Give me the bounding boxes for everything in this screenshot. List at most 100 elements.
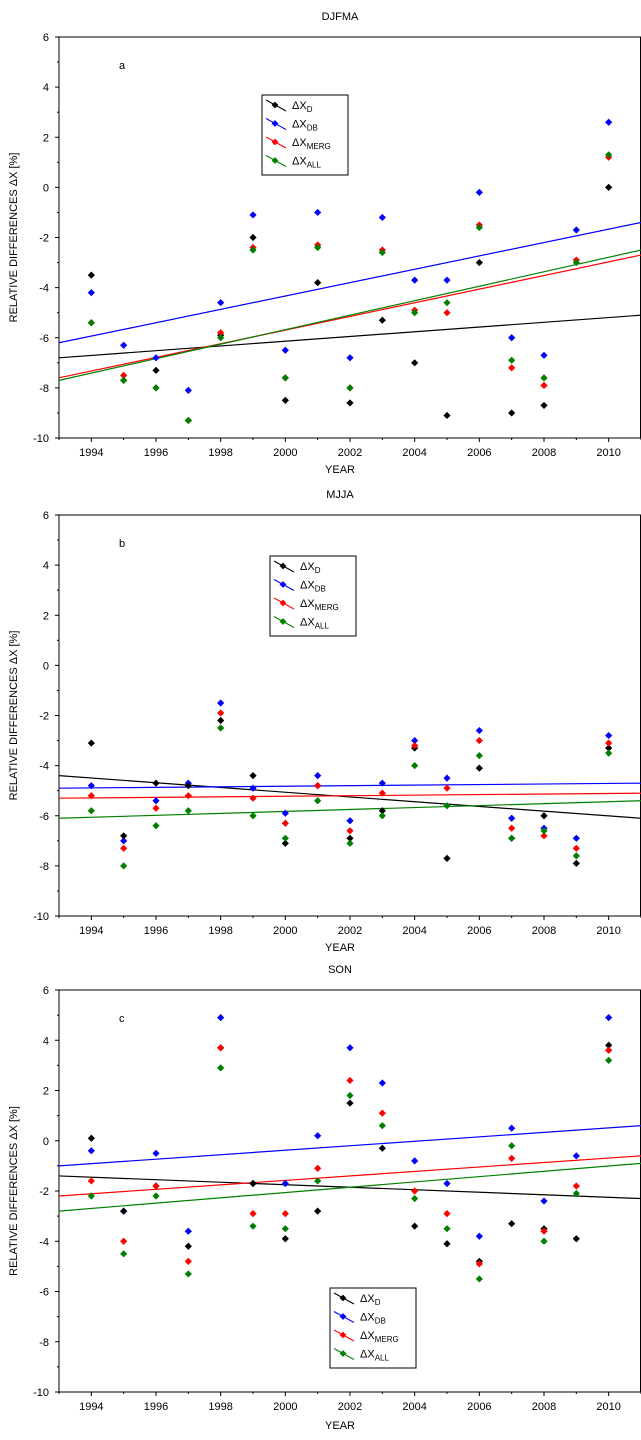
data-point-series-2 bbox=[314, 208, 322, 217]
data-point-series-4 bbox=[281, 1225, 289, 1233]
data-point-series-4 bbox=[120, 862, 128, 870]
legend-marker-swatch bbox=[339, 1331, 347, 1339]
data-point-series-1 bbox=[572, 1235, 580, 1243]
legend-label: ΔXALL bbox=[300, 617, 329, 631]
legend-label: ΔXDB bbox=[292, 119, 318, 133]
legend-marker-swatch bbox=[279, 618, 287, 625]
y-tick-label: 2 bbox=[43, 610, 49, 622]
data-point-series-4 bbox=[411, 1194, 419, 1203]
data-point-series-3 bbox=[314, 782, 322, 790]
data-point-series-2 bbox=[249, 784, 257, 792]
x-tick-label: 2004 bbox=[402, 1401, 426, 1413]
data-point-series-4 bbox=[87, 319, 95, 327]
data-point-series-2 bbox=[152, 354, 160, 362]
data-point-series-4 bbox=[540, 374, 548, 382]
data-point-series-2 bbox=[475, 726, 483, 735]
data-point-series-2 bbox=[605, 1014, 613, 1022]
x-tick-label: 1996 bbox=[144, 447, 168, 459]
data-point-series-2 bbox=[411, 276, 419, 284]
x-tick-label: 2000 bbox=[273, 925, 297, 937]
data-point-series-2 bbox=[217, 699, 225, 707]
x-tick-label: 2004 bbox=[402, 925, 426, 937]
panel-label: b bbox=[119, 538, 125, 550]
legend-marker-swatch bbox=[279, 581, 287, 588]
data-point-series-1 bbox=[281, 396, 289, 405]
legend-label: ΔXD bbox=[360, 1293, 381, 1307]
trend-line-series-4 bbox=[58, 800, 641, 819]
data-point-series-2 bbox=[87, 289, 95, 297]
legend-box bbox=[329, 1287, 417, 1369]
y-tick-label: -10 bbox=[33, 1387, 49, 1399]
data-point-series-4 bbox=[120, 1250, 128, 1258]
x-tick-label: 2008 bbox=[532, 447, 556, 459]
data-point-series-4 bbox=[508, 356, 516, 364]
data-point-series-4 bbox=[281, 834, 289, 842]
data-point-series-2 bbox=[508, 334, 516, 342]
trend-line-series-1 bbox=[58, 314, 641, 359]
data-point-series-1 bbox=[87, 739, 95, 747]
data-point-series-1 bbox=[508, 1220, 516, 1228]
data-point-series-3 bbox=[378, 789, 386, 797]
data-point-series-2 bbox=[281, 809, 289, 817]
y-tick-label: 4 bbox=[43, 82, 49, 94]
data-point-series-3 bbox=[346, 827, 354, 835]
data-point-series-4 bbox=[572, 1189, 580, 1198]
data-point-series-4 bbox=[475, 752, 483, 760]
data-point-series-3 bbox=[475, 736, 483, 745]
data-point-series-2 bbox=[443, 774, 451, 782]
data-point-series-1 bbox=[378, 807, 386, 815]
x-tick-label: 1994 bbox=[79, 1401, 103, 1413]
data-point-series-3 bbox=[508, 824, 516, 832]
legend-marker-swatch bbox=[271, 101, 279, 109]
data-point-series-2 bbox=[378, 213, 386, 222]
data-point-series-1 bbox=[346, 834, 354, 842]
data-point-series-2 bbox=[152, 797, 160, 805]
data-point-series-1 bbox=[314, 279, 322, 287]
data-point-series-3 bbox=[540, 1227, 548, 1235]
legend-marker-swatch bbox=[271, 138, 279, 146]
data-point-series-2 bbox=[120, 341, 128, 349]
data-point-series-4 bbox=[314, 1177, 322, 1185]
data-point-series-2 bbox=[572, 226, 580, 234]
y-tick-label: 2 bbox=[43, 1086, 49, 1098]
trend-line-series-2 bbox=[58, 1125, 641, 1167]
x-tick-label: 1996 bbox=[144, 1401, 168, 1413]
panel-label: a bbox=[119, 60, 126, 72]
data-point-series-4 bbox=[378, 812, 386, 820]
data-point-series-1 bbox=[87, 1134, 95, 1142]
x-tick-label: 1994 bbox=[79, 447, 103, 459]
x-axis-label: YEAR bbox=[325, 464, 355, 476]
data-point-series-3 bbox=[540, 381, 548, 389]
data-point-series-1 bbox=[346, 1099, 354, 1107]
data-point-series-3 bbox=[378, 1109, 386, 1117]
data-point-series-1 bbox=[443, 411, 451, 420]
y-axis-label: RELATIVE DIFFERENCES ΔX [%] bbox=[8, 1106, 20, 1276]
data-point-series-3 bbox=[605, 739, 613, 747]
data-point-series-4 bbox=[475, 1275, 483, 1283]
data-point-series-2 bbox=[120, 837, 128, 845]
y-tick-label: -8 bbox=[39, 383, 49, 395]
legend-marker-swatch bbox=[339, 1350, 347, 1357]
data-point-series-1 bbox=[184, 1242, 192, 1250]
y-tick-label: -4 bbox=[39, 761, 49, 773]
data-point-series-4 bbox=[443, 1225, 451, 1233]
data-point-series-4 bbox=[217, 334, 225, 342]
x-tick-label: 2006 bbox=[467, 1401, 491, 1413]
data-point-series-4 bbox=[475, 223, 483, 232]
data-point-series-2 bbox=[378, 1079, 386, 1087]
x-tick-label: 1996 bbox=[144, 925, 168, 937]
y-tick-label: -8 bbox=[39, 1337, 49, 1349]
y-tick-label: -2 bbox=[39, 1186, 49, 1198]
x-tick-label: 2002 bbox=[338, 925, 362, 937]
data-point-series-4 bbox=[346, 1091, 354, 1100]
data-point-series-3 bbox=[249, 1210, 257, 1218]
data-point-series-3 bbox=[249, 794, 257, 802]
data-point-series-4 bbox=[605, 749, 613, 757]
legend-marker-swatch bbox=[339, 1313, 347, 1320]
x-tick-label: 2000 bbox=[273, 447, 297, 459]
data-point-series-1 bbox=[540, 812, 548, 820]
trend-line-series-2 bbox=[58, 221, 641, 344]
data-point-series-1 bbox=[443, 854, 451, 862]
data-point-series-3 bbox=[411, 1187, 419, 1195]
data-point-series-2 bbox=[411, 1157, 419, 1165]
